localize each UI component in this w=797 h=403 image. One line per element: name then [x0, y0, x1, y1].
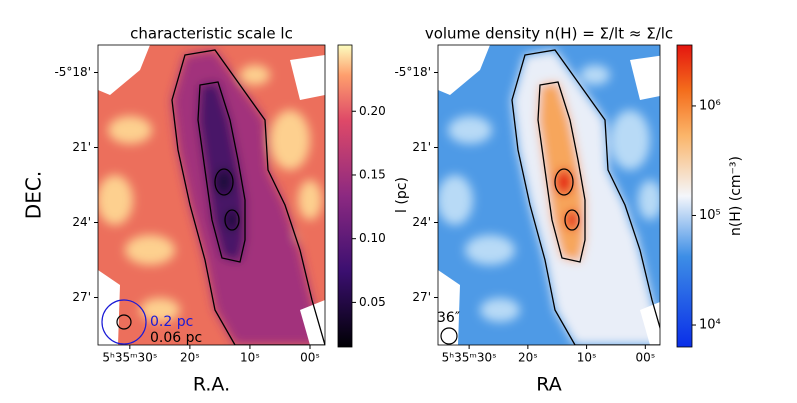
map-structure [98, 50, 325, 345]
chart-title: characteristic scale lc [130, 25, 293, 43]
y-tick-label: 21' [412, 140, 431, 154]
x-tick-label: 5ʰ35ᵐ30ˢ [442, 351, 497, 365]
contour [214, 168, 234, 196]
map-mask [300, 300, 325, 345]
map-content [438, 45, 660, 345]
map-patch [580, 65, 610, 85]
y-axis-label: DEC. [22, 171, 46, 219]
map-structure [438, 50, 660, 345]
map-patch [448, 116, 492, 144]
y-tick-label: 27' [412, 290, 431, 304]
beam-circle [440, 327, 458, 345]
x-tick-label: 00ˢ [300, 351, 320, 365]
contour [564, 209, 580, 231]
map-patch [240, 65, 270, 85]
contour [171, 49, 325, 345]
map-patch [298, 180, 322, 220]
y-tick-label: 21' [72, 140, 91, 154]
map-core [215, 169, 233, 195]
colorbar-tick-label: 10⁶ [699, 98, 721, 113]
y-tick-label: 27' [72, 290, 91, 304]
x-tick-label: 5ʰ35ᵐ30ˢ [102, 351, 157, 365]
x-axis-label: RA [536, 374, 561, 396]
map-mask [438, 270, 460, 345]
map-mask [98, 270, 120, 345]
annotation: 0.06 pc [150, 330, 202, 346]
map-image [98, 45, 325, 345]
map-patch [140, 298, 180, 322]
map-mask [98, 45, 150, 95]
map-patch [270, 110, 310, 170]
map-mask [438, 45, 490, 95]
y-tick-label: -5°18' [54, 65, 91, 79]
map-patch [480, 298, 520, 322]
x-axis-label: R.A. [193, 374, 230, 396]
contour [224, 209, 240, 231]
map-mask [630, 55, 660, 100]
annotation: 0.2 pc [150, 314, 193, 330]
map-patch [465, 235, 515, 265]
y-axis-label: l (pc) [394, 177, 410, 213]
map-content [98, 45, 325, 345]
colorbar-tick-label: 0.10 [359, 231, 386, 245]
map-patch [125, 235, 175, 265]
colorbar-tick-label: 0.20 [359, 104, 386, 118]
map-mask [290, 55, 325, 100]
contour [197, 81, 246, 263]
x-tick-label: 10ˢ [577, 351, 597, 365]
map-patch [610, 110, 650, 170]
map-frame [437, 44, 661, 346]
map-patch [98, 175, 133, 225]
contour [511, 49, 660, 345]
x-tick-label: 20ˢ [180, 351, 200, 365]
beam-circle [116, 314, 132, 330]
map-core [225, 210, 239, 230]
panel: characteristic scale lc 5ʰ35ᵐ30ˢ 20ˢ 10ˢ 00ˢ… [22, 25, 386, 396]
x-tick-label: 10ˢ [240, 351, 260, 365]
colorbar [676, 44, 693, 348]
map-core [565, 210, 579, 230]
map-patch [638, 180, 660, 220]
colorbar [337, 44, 353, 348]
colorbar-label: n(H) (cm⁻³) [728, 156, 744, 236]
map-core [555, 169, 573, 195]
map-patch [108, 116, 152, 144]
map-patch [438, 175, 473, 225]
colorbar-tick-label: 0.05 [359, 295, 386, 309]
colorbar-tick-label: 10⁴ [699, 318, 721, 333]
y-tick-label: -5°18' [394, 65, 431, 79]
chart-title: volume density n(H) = Σ/lt ≈ Σ/lc [425, 25, 673, 43]
x-tick-label: 00ˢ [635, 351, 655, 365]
colorbar-tick-label: 0.15 [359, 167, 386, 181]
map-frame [97, 44, 326, 346]
contour [537, 81, 586, 263]
annotation: 36″ [437, 310, 460, 326]
x-tick-label: 20ˢ [518, 351, 538, 365]
map-image [438, 45, 660, 345]
y-tick-label: 24' [412, 215, 431, 229]
colorbar-tick-label: 10⁵ [699, 208, 721, 223]
contour [554, 168, 574, 196]
scale-circle [101, 299, 147, 345]
y-tick-label: 24' [72, 215, 91, 229]
map-mask [640, 302, 660, 345]
panel: volume density n(H) = Σ/lt ≈ Σ/lc 5ʰ35ᵐ30… [394, 25, 744, 396]
